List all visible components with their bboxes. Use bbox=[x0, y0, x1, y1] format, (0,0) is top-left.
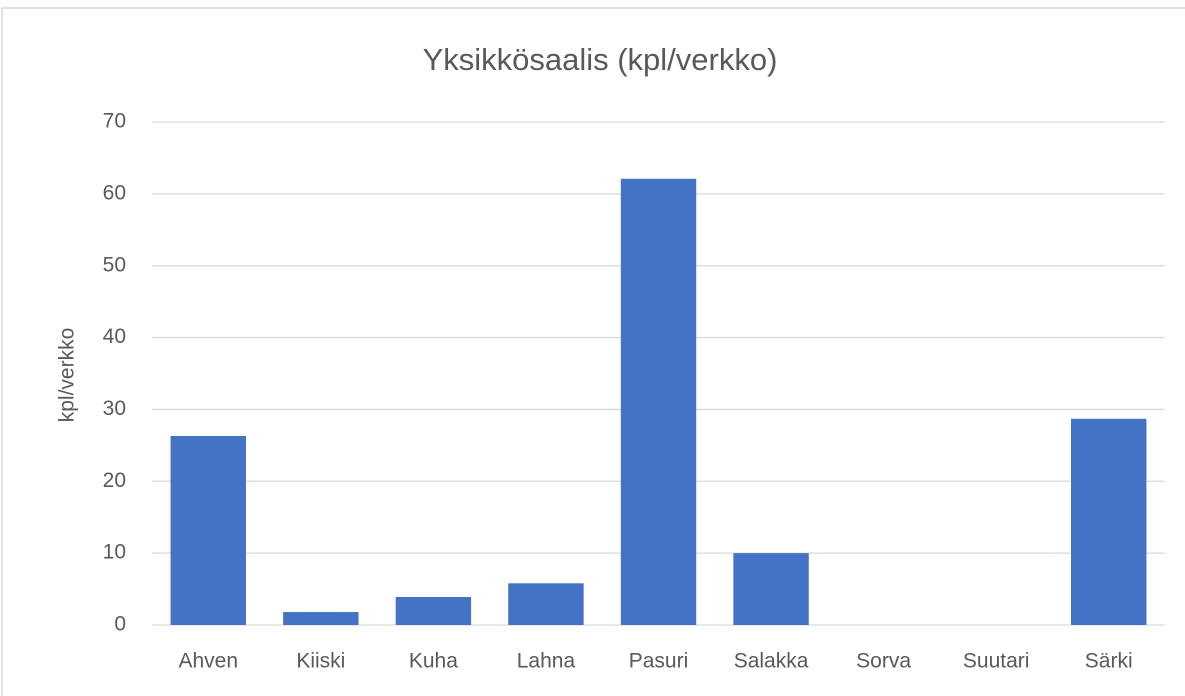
bar bbox=[733, 553, 809, 625]
x-tick-label: Kiiski bbox=[296, 650, 345, 673]
y-axis-label: kpl/verkko bbox=[56, 328, 79, 423]
y-tick-label: 60 bbox=[103, 181, 126, 204]
bar bbox=[620, 178, 697, 625]
x-tick-label: Suutari bbox=[963, 650, 1030, 673]
x-tick-label: Salakka bbox=[734, 650, 809, 673]
y-tick-label: 0 bbox=[114, 613, 126, 636]
chart-title: Yksikkösaalis (kpl/verkko) bbox=[423, 42, 778, 77]
x-tick-label: Pasuri bbox=[629, 650, 689, 673]
y-tick-label: 70 bbox=[103, 110, 126, 133]
y-tick-label: 10 bbox=[103, 541, 126, 564]
x-tick-label: Sorva bbox=[856, 650, 911, 673]
x-tick-label: Ahven bbox=[179, 650, 239, 673]
y-tick-label: 30 bbox=[103, 397, 126, 420]
y-tick-label: 50 bbox=[103, 253, 126, 276]
y-tick-label: 40 bbox=[103, 325, 126, 348]
bar bbox=[1071, 418, 1147, 625]
bar bbox=[508, 583, 584, 625]
y-tick-label: 20 bbox=[103, 469, 126, 492]
bar bbox=[395, 596, 472, 625]
bar bbox=[170, 436, 246, 625]
x-tick-label: Särki bbox=[1085, 650, 1133, 673]
bar bbox=[283, 612, 359, 625]
x-tick-label: Lahna bbox=[517, 650, 576, 673]
x-tick-label: Kuha bbox=[409, 650, 458, 673]
